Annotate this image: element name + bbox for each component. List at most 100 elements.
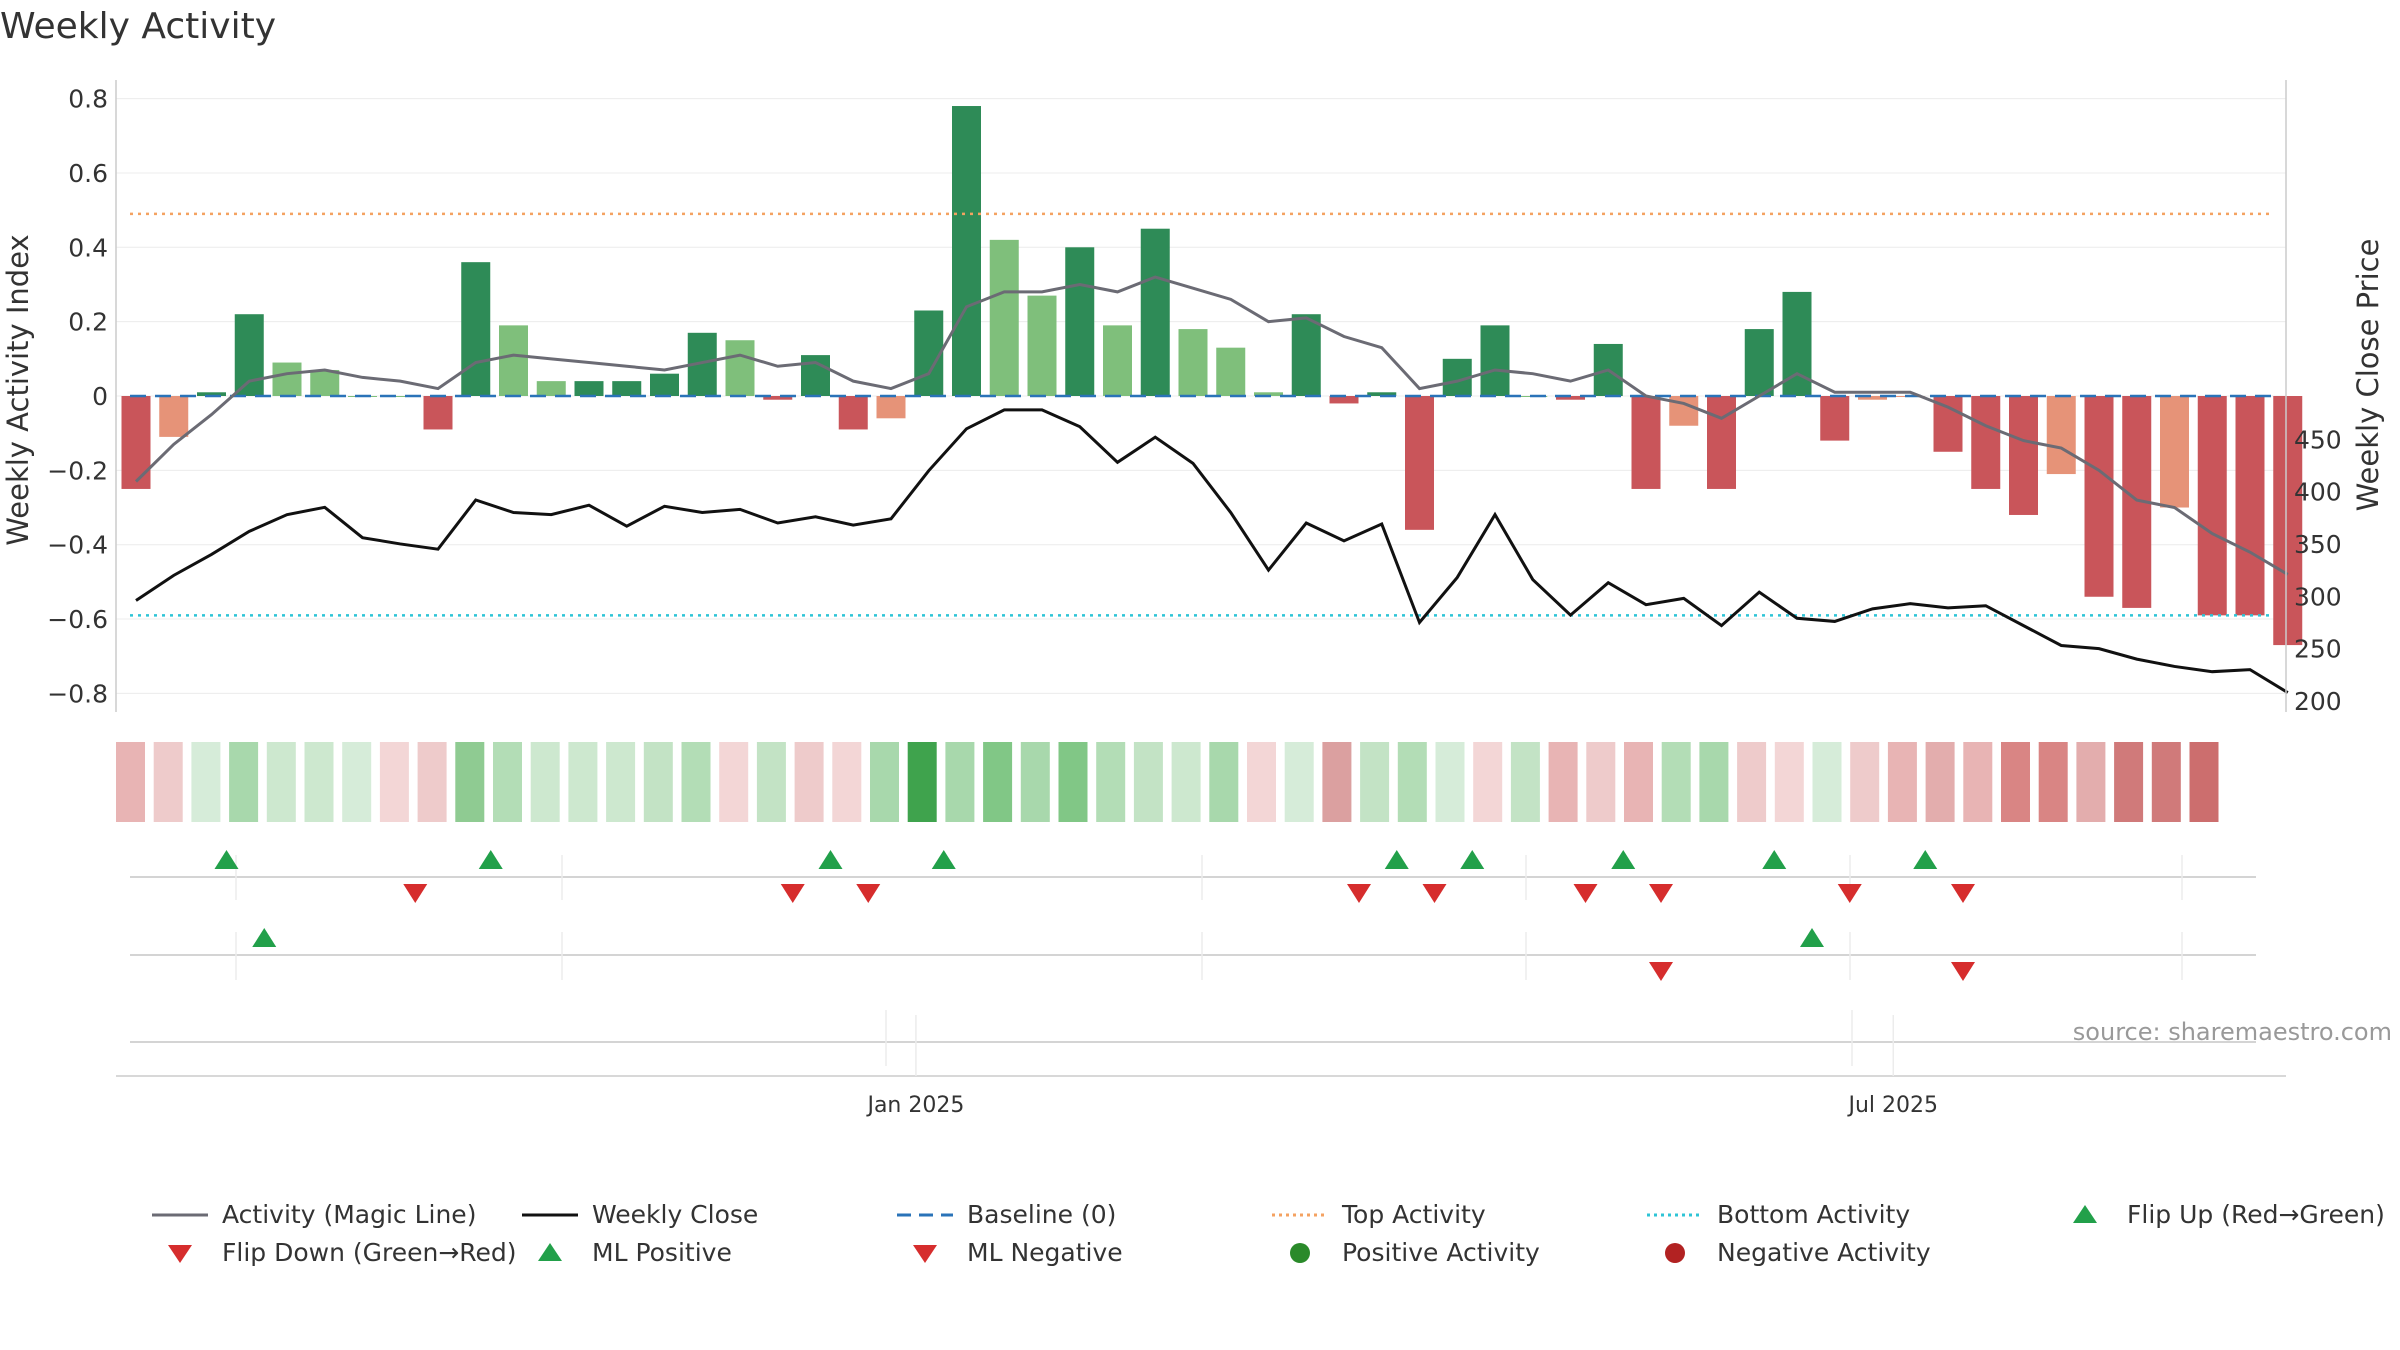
heat-strip-cell	[229, 742, 259, 822]
y-tick-label: −0.2	[47, 456, 108, 485]
legend-item: ML Positive	[520, 1238, 732, 1267]
flip-down-marker	[780, 884, 805, 903]
activity-bar	[2197, 396, 2227, 616]
legend-label: Top Activity	[1342, 1200, 1486, 1229]
y2-tick-label: 350	[2294, 530, 2342, 559]
flip-down-marker	[1347, 884, 1371, 903]
heat-strip-cell	[455, 742, 485, 822]
activity-bar	[423, 396, 453, 430]
flip-up-marker	[1384, 850, 1409, 869]
activity-bar	[159, 396, 189, 437]
heat-strip-cell	[870, 742, 899, 822]
heat-strip-cell	[2189, 742, 2219, 822]
activity-bar	[2160, 396, 2189, 508]
heat-strip-cell	[756, 742, 786, 822]
legend-swatch	[1290, 1242, 1310, 1263]
heat-strip-cell	[983, 742, 1013, 822]
activity-bar	[1858, 396, 1887, 400]
x-tick-label: Jul 2025	[1846, 1093, 1938, 1118]
activity-bar	[2273, 396, 2303, 646]
heat-strip-cell	[1624, 742, 1653, 822]
activity-bar	[1103, 325, 1132, 396]
flip-up-marker	[818, 850, 843, 869]
legend-item: Baseline (0)	[895, 1200, 1116, 1229]
heat-strip-cell	[719, 742, 749, 822]
heat-strip-cell	[1360, 742, 1390, 822]
flip-down-marker	[403, 884, 428, 903]
heat-strip-cell	[1737, 742, 1767, 822]
activity-bar	[2009, 396, 2038, 515]
activity-bar	[1933, 396, 1963, 452]
activity-bar	[650, 373, 679, 396]
legend-circle-icon	[1290, 1242, 1310, 1263]
heat-strip-cell	[2076, 742, 2106, 822]
activity-bar	[838, 396, 868, 430]
series-lines	[134, 275, 2289, 694]
heat-strip-cell	[1548, 742, 1578, 822]
activity-bar	[612, 381, 642, 396]
legend-item: Positive Activity	[1270, 1238, 1540, 1267]
activity-bar	[310, 369, 340, 396]
heat-strip-cell	[2151, 742, 2181, 822]
activity-bar	[1367, 392, 1397, 396]
activity-bar	[536, 381, 566, 396]
heat-strip-cell	[2114, 742, 2144, 822]
heat-strip-cell	[606, 742, 636, 822]
flip-down-marker	[1422, 884, 1447, 903]
heat-strip-cell	[1887, 742, 1917, 822]
activity-bar	[272, 362, 302, 396]
activity-bar	[499, 325, 528, 396]
flip-up-marker	[1460, 850, 1485, 869]
heat-strip-cell	[1473, 742, 1503, 822]
activity-bar	[1556, 396, 1585, 400]
heat-strip-cell	[643, 742, 673, 822]
activity-bar	[1065, 247, 1095, 396]
x-tick-label: Jan 2025	[865, 1093, 964, 1118]
heat-strip-cell	[1322, 742, 1352, 822]
flip-down-marker	[1573, 884, 1598, 903]
heat-strip-cell	[379, 742, 409, 822]
y2-tick-label: 400	[2294, 478, 2342, 507]
source-credit: source: sharemaestro.com	[2073, 1018, 2392, 1046]
legend-swatch	[1272, 1213, 1328, 1216]
legend-swatch	[152, 1213, 208, 1216]
signal-markers	[130, 850, 2256, 1076]
legend-label: ML Positive	[592, 1238, 732, 1267]
heat-strip-cell	[1812, 742, 1842, 822]
y-axis-label: Weekly Activity Index	[1, 234, 35, 545]
heat-strip-cell	[1247, 742, 1276, 822]
activity-bar	[1707, 396, 1736, 489]
heat-strip-cell	[1397, 742, 1427, 822]
heat-strip-cell	[1096, 742, 1126, 822]
legend-triangle-down-icon	[168, 1244, 192, 1263]
y-tick-label: 0.2	[68, 308, 108, 337]
legend-label: Activity (Magic Line)	[222, 1200, 477, 1229]
legend-item: Activity (Magic Line)	[150, 1200, 476, 1229]
heat-strip-cell	[116, 742, 145, 822]
activity-bar	[952, 106, 981, 396]
legend-label: Flip Down (Green→Red)	[222, 1238, 517, 1267]
legend-swatch	[897, 1213, 953, 1216]
legend-swatch	[522, 1213, 578, 1216]
weekly-close-series	[135, 408, 2289, 694]
heat-strip-cell	[1435, 742, 1465, 822]
chart-legend: Activity (Magic Line) Weekly Close Baselin…	[150, 1200, 2400, 1290]
reference-lines	[130, 212, 2272, 617]
legend-swatch	[538, 1242, 562, 1261]
activity-bar	[1405, 396, 1434, 530]
activity-bar	[574, 381, 604, 396]
heat-strip-cell	[1963, 742, 1993, 822]
y-tick-label: −0.8	[47, 679, 108, 708]
legend-circle-icon	[1665, 1242, 1685, 1263]
activity-bar	[1744, 329, 1774, 396]
heat-strip-cell	[1209, 742, 1239, 822]
activity-bar	[725, 340, 755, 396]
flip-up-marker	[1762, 850, 1787, 869]
activity-bar	[876, 396, 906, 419]
flip-down-marker	[856, 884, 881, 903]
y-tick-label: 0.4	[68, 233, 108, 262]
heat-strip-cell	[530, 742, 560, 822]
heat-strip-cell	[681, 742, 711, 822]
ml-negative-marker	[1649, 962, 1673, 981]
